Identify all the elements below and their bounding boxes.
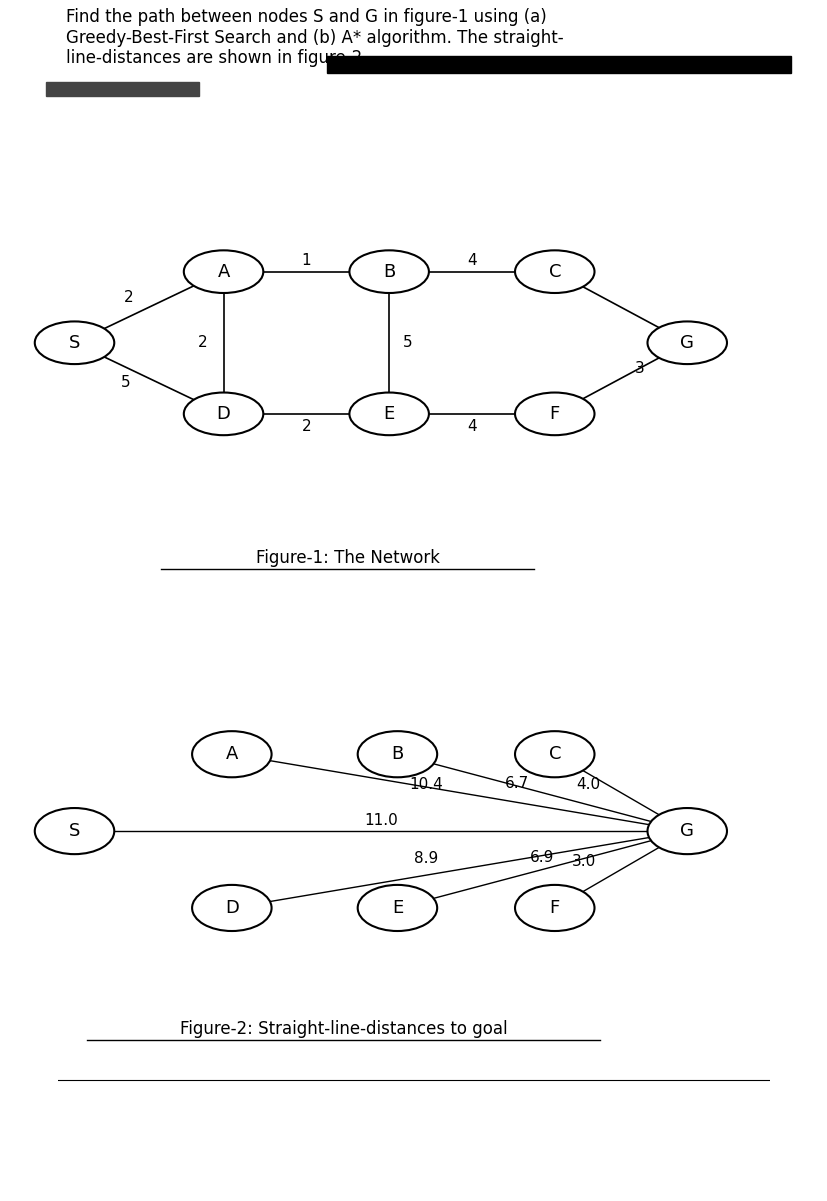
Text: 4: 4 (466, 419, 476, 434)
Text: F: F (549, 405, 559, 423)
Text: E: E (391, 900, 403, 916)
Text: 4: 4 (466, 253, 476, 268)
Text: S: S (69, 334, 80, 352)
Circle shape (192, 731, 271, 777)
Text: C: C (547, 746, 561, 763)
Text: 2: 2 (301, 419, 311, 434)
Circle shape (35, 322, 114, 364)
Text: D: D (225, 900, 238, 916)
Text: G: G (680, 334, 693, 352)
Text: Figure-2: Straight-line-distances to goal: Figure-2: Straight-line-distances to goa… (179, 1020, 507, 1038)
Circle shape (192, 885, 271, 931)
Circle shape (514, 731, 594, 777)
Text: B: B (383, 263, 394, 281)
Text: 3.0: 3.0 (571, 854, 595, 870)
Bar (327, 56, 790, 73)
Circle shape (514, 250, 594, 293)
Circle shape (357, 885, 437, 931)
Circle shape (184, 393, 263, 435)
Text: 10.4: 10.4 (409, 777, 442, 793)
Text: D: D (217, 405, 230, 423)
Text: 2: 2 (123, 289, 133, 305)
Circle shape (514, 885, 594, 931)
Circle shape (647, 808, 726, 854)
Text: 1: 1 (301, 253, 311, 268)
Text: B: B (391, 746, 403, 763)
Text: 5: 5 (121, 375, 131, 390)
Text: A: A (218, 263, 229, 281)
Text: G: G (680, 823, 693, 839)
Circle shape (357, 731, 437, 777)
Text: 4.0: 4.0 (575, 777, 600, 793)
Text: S: S (69, 823, 80, 839)
Text: 2: 2 (198, 335, 208, 351)
Circle shape (349, 393, 428, 435)
Text: F: F (549, 900, 559, 916)
Text: 6.9: 6.9 (529, 850, 554, 865)
Text: 8.9: 8.9 (414, 852, 438, 866)
Text: A: A (226, 746, 237, 763)
Text: Figure-1: The Network: Figure-1: The Network (256, 549, 439, 567)
Text: 11.0: 11.0 (364, 813, 397, 827)
Circle shape (514, 393, 594, 435)
Circle shape (647, 322, 726, 364)
Text: 5: 5 (402, 335, 412, 351)
Text: 3: 3 (633, 362, 643, 376)
Text: E: E (383, 405, 394, 423)
Circle shape (35, 808, 114, 854)
Circle shape (184, 250, 263, 293)
Bar (45, 82, 198, 96)
Text: Find the path between nodes S and G in figure-1 using (a)
Greedy-Best-First Sear: Find the path between nodes S and G in f… (66, 7, 563, 67)
Text: 6.7: 6.7 (504, 776, 529, 790)
Text: C: C (547, 263, 561, 281)
Circle shape (349, 250, 428, 293)
